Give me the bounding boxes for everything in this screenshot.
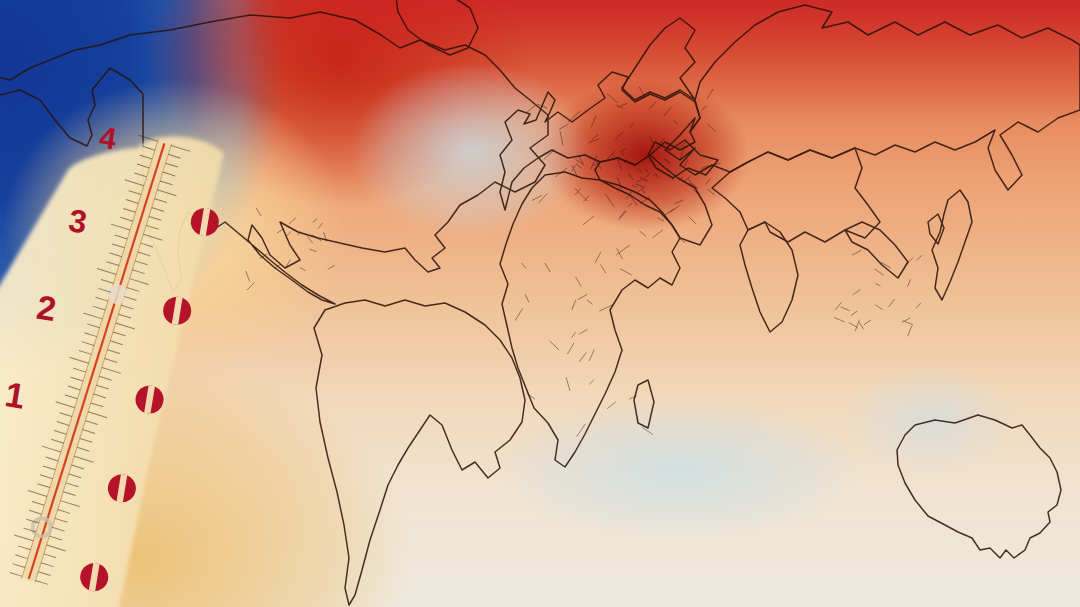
svg-text:4: 4 xyxy=(97,120,119,155)
